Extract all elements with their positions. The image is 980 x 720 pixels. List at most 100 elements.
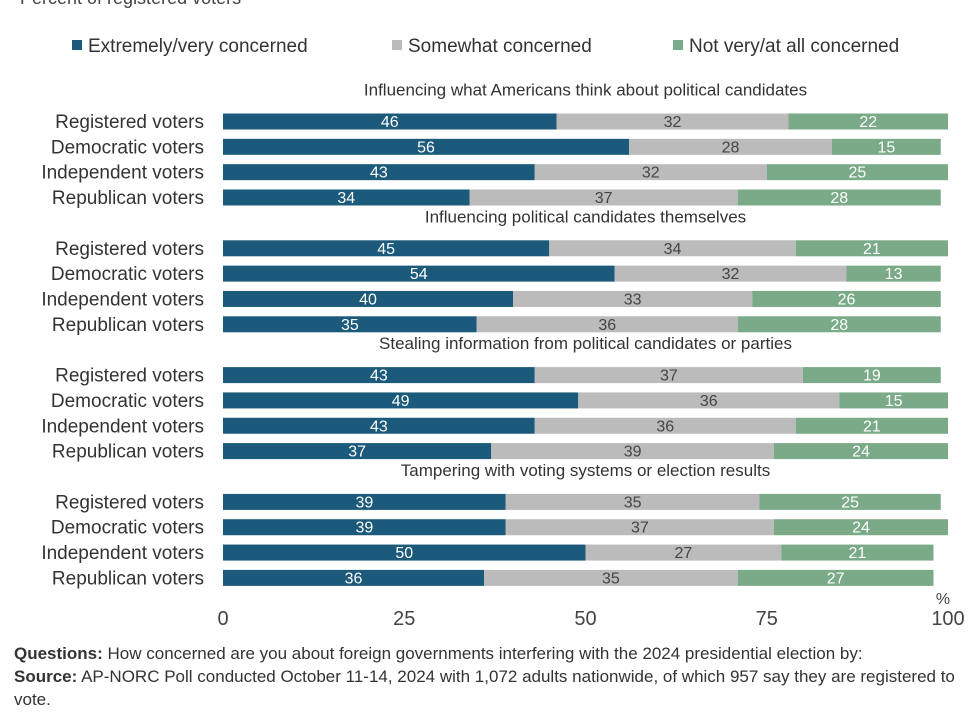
bar-segment (223, 417, 535, 434)
chart-subtitle: Percent of registered voters (20, 0, 241, 9)
x-tick-label: 75 (756, 608, 778, 630)
bar-segment (614, 265, 847, 282)
group-title: Influencing what Americans think about p… (364, 81, 807, 100)
legend-label: Somewhat concerned (408, 36, 592, 57)
bar-segment (774, 519, 948, 536)
bar-segment (491, 443, 774, 460)
data-label: 54 (410, 266, 428, 283)
row-label: Democratic voters (51, 518, 204, 539)
bar-segment (223, 392, 579, 409)
bar-segment (223, 367, 535, 384)
bar-segment (534, 417, 796, 434)
legend-label: Extremely/very concerned (88, 36, 308, 57)
data-label: 50 (395, 545, 413, 562)
data-label: 37 (348, 444, 366, 461)
legend-item-not-very: Not very/at all concerned (673, 36, 899, 58)
bar-segment (223, 316, 477, 333)
data-label: 35 (624, 494, 642, 511)
bar-segment (223, 443, 492, 460)
bar-segment (788, 113, 948, 130)
row-label: Republican voters (52, 315, 204, 336)
bar-segment (737, 569, 934, 586)
data-label: 43 (370, 165, 388, 182)
data-label: 33 (624, 291, 642, 308)
source-label: Source: (14, 667, 78, 686)
data-label: 15 (885, 393, 903, 410)
bar-segment (513, 290, 753, 307)
data-label: 15 (877, 139, 895, 156)
bar-segment (223, 189, 470, 206)
bar-segment (774, 443, 948, 460)
data-label: 45 (377, 241, 395, 258)
bar-segment (737, 189, 941, 206)
data-label: 13 (885, 266, 903, 283)
stacked-bar-chart: Influencing what Americans think about p… (41, 81, 964, 631)
data-label: 35 (602, 570, 620, 587)
row-label: Independent voters (41, 289, 204, 310)
row-label: Independent voters (41, 543, 204, 564)
legend-label: Not very/at all concerned (689, 36, 900, 57)
group-title: Influencing political candidates themsel… (425, 207, 746, 226)
bar-segment (629, 138, 832, 155)
legend: Extremely/very concerned Somewhat concer… (0, 36, 980, 62)
data-label: 32 (642, 165, 660, 182)
bar-segment (759, 493, 941, 510)
bar-segment (737, 316, 941, 333)
data-label: 21 (848, 545, 866, 562)
data-label: 40 (359, 291, 377, 308)
bar-segment (223, 290, 513, 307)
source-text: AP-NORC Poll conducted October 11-14, 20… (14, 667, 955, 709)
data-label: 49 (392, 393, 410, 410)
data-label: 19 (863, 368, 881, 385)
bar-segment (223, 240, 550, 257)
data-label: 24 (852, 444, 870, 461)
x-tick-label: 0 (217, 608, 228, 630)
row-label: Democratic voters (51, 391, 204, 412)
bar-segment (505, 519, 774, 536)
data-label: 28 (830, 317, 848, 334)
row-label: Republican voters (52, 442, 204, 463)
row-label: Registered voters (55, 239, 204, 260)
bar-segment (223, 519, 506, 536)
row-label: Registered voters (55, 492, 204, 513)
bar-segment (534, 164, 767, 181)
data-label: 21 (863, 418, 881, 435)
data-label: 27 (827, 570, 845, 587)
x-tick-label: 100 (931, 608, 964, 630)
source-note: Source: AP-NORC Poll conducted October 1… (14, 665, 974, 711)
bar-segment (795, 240, 948, 257)
legend-item-extremely-very: Extremely/very concerned (72, 36, 308, 58)
bar-segment (846, 265, 941, 282)
data-label: 39 (355, 520, 373, 537)
data-label: 56 (417, 139, 435, 156)
bar-segment (752, 290, 941, 307)
data-label: 37 (660, 368, 678, 385)
row-label: Registered voters (55, 366, 204, 387)
data-label: 35 (341, 317, 359, 334)
bar-segment (766, 164, 948, 181)
data-label: 22 (859, 114, 877, 131)
data-label: 37 (595, 190, 613, 207)
legend-swatch (72, 39, 82, 50)
legend-item-somewhat: Somewhat concerned (392, 36, 592, 58)
bar-segment (223, 164, 535, 181)
data-label: 34 (337, 190, 355, 207)
legend-swatch (673, 39, 683, 50)
x-axis-unit: % (936, 591, 950, 608)
row-label: Registered voters (55, 112, 204, 133)
data-label: 36 (656, 418, 674, 435)
row-label: Democratic voters (51, 137, 204, 158)
group-title: Tampering with voting systems or electio… (401, 461, 770, 480)
row-label: Republican voters (52, 568, 204, 589)
data-label: 39 (355, 494, 373, 511)
x-tick-label: 25 (393, 608, 415, 630)
data-label: 32 (722, 266, 740, 283)
bar-segment (781, 544, 934, 561)
questions-note: Questions: How concerned are you about f… (14, 642, 974, 665)
legend-swatch (392, 39, 402, 50)
data-label: 25 (841, 494, 859, 511)
bar-segment (476, 316, 738, 333)
row-label: Republican voters (52, 188, 204, 209)
bar-segment (223, 265, 615, 282)
data-label: 34 (664, 241, 682, 258)
